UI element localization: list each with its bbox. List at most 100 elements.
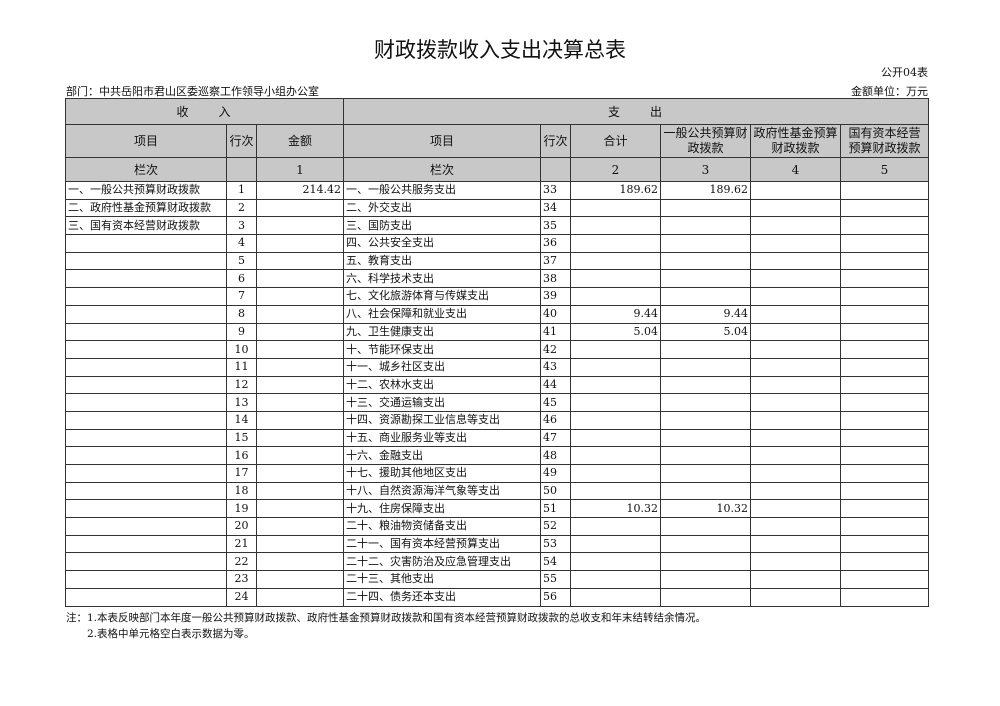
- cell-in-amt: [256, 428, 344, 448]
- cell-out-item: 十三、交通运输支出: [343, 393, 541, 412]
- cell-general: [660, 570, 751, 589]
- cell-general: [660, 464, 751, 483]
- cell-in-no: 21: [226, 534, 257, 554]
- cell-out-item: 二十四、债务还本支出: [343, 587, 541, 607]
- cell-in-item: [65, 393, 227, 412]
- cell-in-item: [65, 234, 227, 253]
- cell-total: [570, 517, 661, 536]
- cell-out-item: 二十三、其他支出: [343, 570, 541, 589]
- cell-out-no: 51: [540, 499, 571, 519]
- cell-out-no: 49: [540, 464, 571, 483]
- cell-fund: [750, 534, 841, 554]
- cell-capital: [840, 570, 929, 589]
- cell-out-item: 九、卫生健康支出: [343, 322, 541, 342]
- cell-capital: [840, 499, 929, 519]
- cell-fund: [750, 251, 841, 271]
- cell-fund: [750, 464, 841, 483]
- cell-total: [570, 216, 661, 236]
- cell-fund: [750, 428, 841, 448]
- cell-total: [570, 340, 661, 359]
- cell-in-item: [65, 322, 227, 342]
- table-row: 12 十二、农林水支出 44: [65, 375, 929, 395]
- cell-in-amt: 214.42: [256, 181, 344, 200]
- cell-in-item: [65, 570, 227, 589]
- cell-in-item: 三、国有资本经营财政拨款: [65, 216, 227, 236]
- cell-in-item: [65, 304, 227, 324]
- cell-in-item: [65, 499, 227, 519]
- note-2: 2.表格中单元格空白表示数据为零。: [66, 628, 255, 640]
- cell-in-no: 13: [226, 393, 257, 412]
- cell-in-item: [65, 428, 227, 448]
- cell-out-no: 37: [540, 251, 571, 271]
- cell-out-item: 一、一般公共服务支出: [343, 181, 541, 200]
- cell-general: 9.44: [660, 304, 751, 324]
- empty: [226, 157, 257, 182]
- cell-total: 9.44: [570, 304, 661, 324]
- cell-in-no: 12: [226, 375, 257, 395]
- cell-in-item: [65, 287, 227, 306]
- table-row: 20 二十、粮油物资储备支出 52: [65, 517, 929, 536]
- table-row: 17 十七、援助其他地区支出 49: [65, 464, 929, 483]
- cell-out-no: 34: [540, 198, 571, 218]
- cell-in-amt: [256, 287, 344, 306]
- cell-in-item: [65, 481, 227, 501]
- cell-out-item: 十七、援助其他地区支出: [343, 464, 541, 483]
- cell-in-amt: [256, 534, 344, 554]
- cell-out-item: 十四、资源勘探工业信息等支出: [343, 410, 541, 430]
- cell-general: [660, 198, 751, 218]
- cell-in-item: [65, 534, 227, 554]
- cell-in-no: 23: [226, 570, 257, 589]
- table-row: 三、国有资本经营财政拨款 3 三、国防支出 35: [65, 216, 929, 236]
- cell-general: [660, 534, 751, 554]
- cell-out-item: 二十二、灾害防治及应急管理支出: [343, 552, 541, 572]
- table-row: 10 十、节能环保支出 42: [65, 340, 929, 359]
- cell-in-no: 6: [226, 269, 257, 289]
- cell-fund: [750, 517, 841, 536]
- table-row: 9 九、卫生健康支出 41 5.04 5.04: [65, 322, 929, 342]
- cell-capital: [840, 393, 929, 412]
- cell-general: [660, 410, 751, 430]
- cell-fund: [750, 499, 841, 519]
- cell-out-item: 五、教育支出: [343, 251, 541, 271]
- col-capital: 国有资本经营预算财政拨款: [840, 124, 929, 158]
- cell-in-no: 22: [226, 552, 257, 572]
- cell-in-no: 24: [226, 587, 257, 607]
- cell-out-no: 39: [540, 287, 571, 306]
- cell-general: [660, 517, 751, 536]
- cell-fund: [750, 198, 841, 218]
- cell-in-amt: [256, 464, 344, 483]
- cell-in-item: 二、政府性基金预算财政拨款: [65, 198, 227, 218]
- cell-total: [570, 552, 661, 572]
- col-item: 项目: [65, 124, 227, 158]
- cell-out-no: 56: [540, 587, 571, 607]
- table-row: 13 十三、交通运输支出 45: [65, 393, 929, 412]
- cell-fund: [750, 340, 841, 359]
- cell-in-amt: [256, 357, 344, 377]
- cell-general: 10.32: [660, 499, 751, 519]
- col-num-4: 4: [750, 157, 841, 182]
- cell-in-item: [65, 410, 227, 430]
- cell-capital: [840, 410, 929, 430]
- cell-fund: [750, 587, 841, 607]
- cell-capital: [840, 322, 929, 342]
- cell-out-no: 50: [540, 481, 571, 501]
- cell-capital: [840, 587, 929, 607]
- cell-out-no: 35: [540, 216, 571, 236]
- cell-total: [570, 375, 661, 395]
- cell-in-no: 17: [226, 464, 257, 483]
- table-row: 23 二十三、其他支出 55: [65, 570, 929, 589]
- cell-in-no: 7: [226, 287, 257, 306]
- cell-in-item: [65, 340, 227, 359]
- cell-out-item: 八、社会保障和就业支出: [343, 304, 541, 324]
- cell-out-no: 44: [540, 375, 571, 395]
- empty: [540, 157, 571, 182]
- cell-total: 10.32: [570, 499, 661, 519]
- cell-capital: [840, 446, 929, 465]
- col-num-5: 5: [840, 157, 929, 182]
- cell-in-no: 2: [226, 198, 257, 218]
- cell-in-amt: [256, 570, 344, 589]
- cell-in-item: [65, 446, 227, 465]
- cell-total: [570, 446, 661, 465]
- cell-general: 5.04: [660, 322, 751, 342]
- cell-capital: [840, 428, 929, 448]
